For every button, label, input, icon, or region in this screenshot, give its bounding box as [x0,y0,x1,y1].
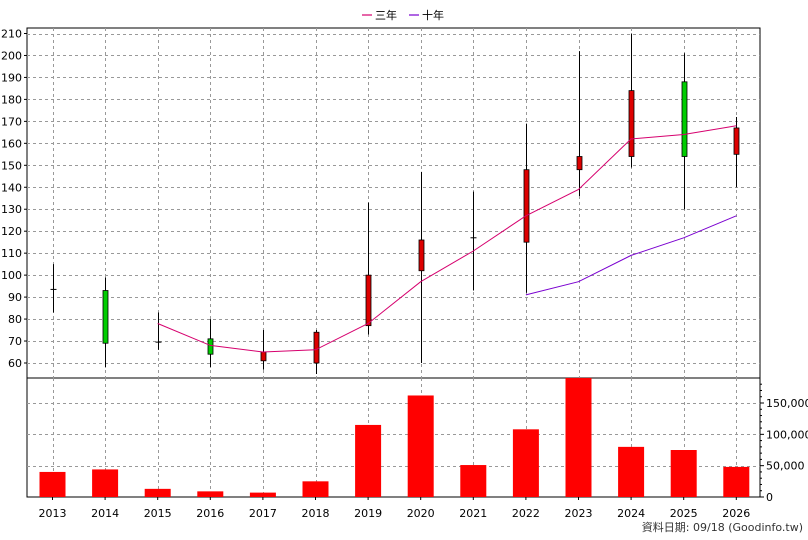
candle-body-2025 [681,81,688,157]
candle-body-2014 [102,290,109,344]
price-tick-label: 70 [8,335,22,348]
candle-2022 [523,123,530,293]
volume-tick-label: 100,000 [766,428,808,441]
candle-body-2023 [576,156,583,171]
volume-bar-2026 [723,466,750,497]
volume-bar-2015 [144,488,171,497]
candle-2025 [681,53,688,210]
price-grid [27,28,760,378]
price-tick-label: 160 [1,137,22,150]
price-tick-label: 200 [1,49,22,62]
candle-body-2020 [418,239,425,272]
x-tick-label-2022: 2022 [512,507,540,520]
x-tick-label-2025: 2025 [670,507,698,520]
candle-2024 [628,33,635,168]
candle-body-2024 [628,90,635,157]
price-tick-label: 210 [1,28,22,41]
moving-average-lines [157,125,737,353]
candle-body-2017 [260,351,267,362]
volume-bar-2016 [197,491,224,497]
volume-bar-2020 [407,395,434,497]
candle-2016 [207,319,214,368]
price-tick-label: 140 [1,181,22,194]
price-tick-label: 180 [1,93,22,106]
candle-2023 [576,51,583,197]
legend-label-10yr: 十年 [422,8,444,22]
candle-body-2022 [523,169,530,243]
x-tick-label-2015: 2015 [144,507,172,520]
price-tick-label: 170 [1,115,22,128]
candle-2026 [733,116,740,188]
price-tick-label: 190 [1,71,22,84]
volume-bar-2025 [670,450,697,497]
candle-body-2018 [313,331,320,364]
price-panel-frame [26,27,761,379]
price-tick-label: 90 [8,291,22,304]
volume-bar-2024 [618,446,645,497]
price-tick-label: 110 [1,247,22,260]
candle-body-2026 [733,127,740,155]
price-tick-label: 80 [8,313,22,326]
price-tick-label: 150 [1,159,22,172]
x-tick-label-2023: 2023 [565,507,593,520]
x-tick-label-2014: 2014 [91,507,119,520]
x-tick-label-2016: 2016 [196,507,224,520]
x-tick-label-2020: 2020 [407,507,435,520]
x-tick-label-2021: 2021 [459,507,487,520]
source-note: 資料日期: 09/18 (Goodinfo.tw) [642,520,803,534]
candle-2014 [102,277,109,368]
candle-2019 [365,202,372,335]
volume-tick-label: 50,000 [766,460,805,473]
x-axis: 2013 2014 2015 2016 2017 2018 2019 2020 2021 2022… [39,497,750,520]
candle-2018 [313,330,320,374]
volume-tick-label: 0 [766,491,773,504]
candles [50,33,740,374]
x-tick-label-2018: 2018 [302,507,330,520]
legend: 三年 十年 [362,8,444,22]
volume-bars [39,377,750,497]
candle-2020 [418,171,425,363]
x-tick-label-2026: 2026 [722,507,750,520]
volume-tick-label: 150,000 [766,397,808,410]
candle-body-2016 [207,338,214,355]
price-axis: 60 70 80 90 100 110 120 130 140 150 160 170 180 190 20… [1,28,27,370]
volume-bar-2022 [512,429,539,497]
x-tick-label-2019: 2019 [354,507,382,520]
ma-line-10yr [525,215,737,296]
price-tick-label: 130 [1,203,22,216]
candle-2021 [470,191,477,291]
price-tick-label: 60 [8,357,22,370]
x-tick-label-2017: 2017 [249,507,277,520]
candle-2015 [155,312,162,350]
volume-grid [27,378,760,497]
x-tick-label-2013: 2013 [39,507,67,520]
volume-bar-2013 [39,471,66,497]
candle-2013 [50,264,57,313]
volume-panel-frame [26,377,761,498]
x-tick-label-2024: 2024 [617,507,645,520]
ma-line-3yr [157,125,737,353]
price-tick-label: 120 [1,225,22,238]
candle-body-2019 [365,274,372,327]
volume-bar-2018 [302,481,329,497]
legend-label-3yr: 三年 [375,8,397,22]
volume-bar-2017 [249,492,276,497]
volume-bar-2021 [460,465,487,497]
volume-bar-2014 [92,469,119,497]
volume-axis: 0 50,000 100,000 150,000 [760,383,808,504]
volume-bar-2019 [355,424,382,497]
volume-bar-2023 [565,377,592,497]
price-tick-label: 100 [1,269,22,282]
